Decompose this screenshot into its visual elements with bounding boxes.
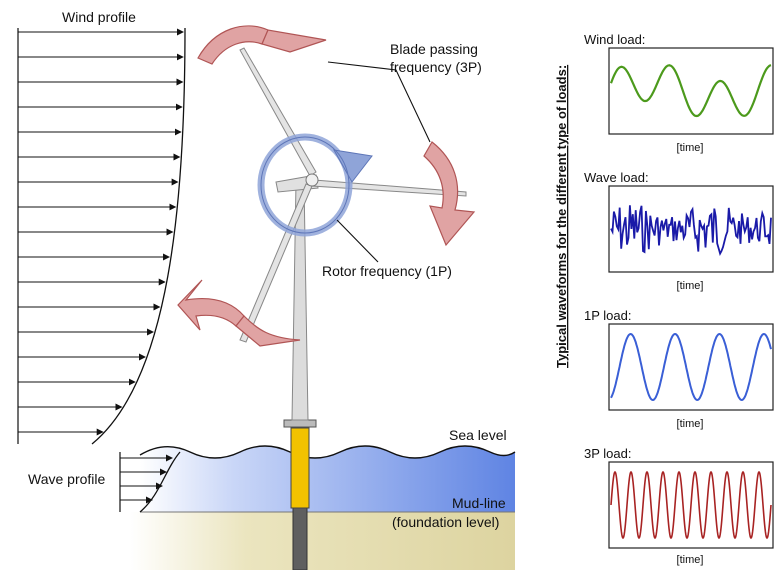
monopile [292,507,308,570]
mud-line-label: Mud-line [452,495,506,511]
panel-time-label: [time] [677,418,704,430]
hub [305,173,319,187]
panel-time-label: [time] [677,280,704,292]
foundation-level-label: (foundation level) [392,514,499,530]
sea [139,445,516,513]
blade-passing-arrows [177,25,476,347]
panel-time-label: [time] [677,554,704,566]
3p-load-waveform [610,470,772,540]
blade-passing-label-line1: Blade passing [390,41,478,57]
panel-title: Wind load: [584,32,645,47]
sea-level-label: Sea level [449,427,507,443]
waveforms-vertical-title: Typical waveforms for the different type… [554,65,569,368]
seabed [130,512,515,570]
wave-profile: Wave profile [28,451,181,513]
rotor-frequency-label: Rotor frequency (1P) [322,263,452,279]
panel-title: Wave load: [584,170,649,185]
panel-wind-load: Wind load: [time] [584,32,774,154]
wind-load-waveform [609,64,772,118]
blade-passing-label-line2: frequency (3P) [390,59,482,75]
panel-title: 1P load: [584,308,631,323]
panel-3p-load: 3P load: [time] [584,446,774,566]
1p-load-waveform [610,332,772,402]
leader-lines [327,61,431,263]
panel-wave-load: Wave load: [time] [584,170,774,292]
rotor-frequency-arrow [257,133,373,237]
wind-profile-label: Wind profile [62,9,136,25]
wind-profile: Wind profile [17,9,186,445]
blades [239,47,467,343]
wind-profile-arrows [18,28,184,436]
transition-piece [290,427,310,509]
wave-profile-label: Wave profile [28,471,106,487]
panel-time-label: [time] [677,142,704,154]
wave-load-waveform [610,205,772,256]
panel-frame [608,47,774,135]
panel-title: 3P load: [584,446,631,461]
panel-1p-load: 1P load: [time] [584,308,774,430]
platform [283,419,317,428]
